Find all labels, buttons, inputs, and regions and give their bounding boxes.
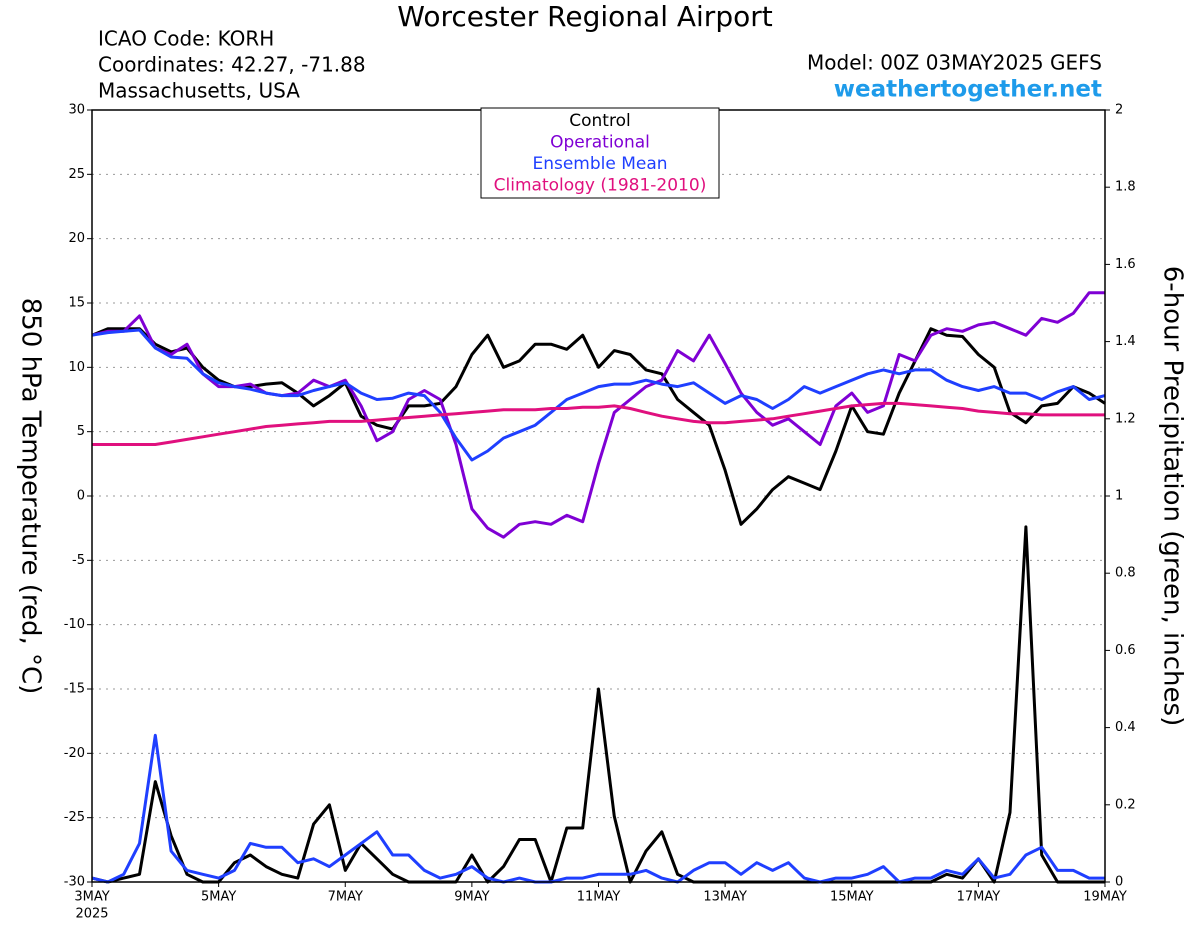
y-tick-label: 5 xyxy=(77,424,85,439)
station-info: Coordinates: 42.27, -71.88 xyxy=(98,53,366,77)
x-tick-label: 3MAY xyxy=(74,890,109,905)
y2-tick-label: 1.4 xyxy=(1115,334,1136,349)
series-line xyxy=(92,401,1105,446)
y-tick-label: 10 xyxy=(68,360,85,375)
station-info: Massachusetts, USA xyxy=(98,79,300,103)
legend-entry: Climatology (1981-2010) xyxy=(494,176,707,196)
y2-tick-label: 0.2 xyxy=(1115,797,1136,812)
y-tick-label: -30 xyxy=(64,875,85,890)
plot-area xyxy=(87,109,1110,887)
x-tick-label: 13MAY xyxy=(703,890,747,905)
y-tick-label: -25 xyxy=(64,810,85,825)
chart-title: Worcester Regional Airport xyxy=(397,0,772,33)
y2-axis-label: 6-hour Precipitation (green, inches) xyxy=(1158,266,1188,726)
series-line xyxy=(91,733,1105,884)
y2-tick-label: 1 xyxy=(1115,489,1123,504)
y2-tick-label: 0.6 xyxy=(1115,643,1136,658)
series-line xyxy=(91,525,1105,884)
y2-tick-label: 0 xyxy=(1115,875,1123,890)
y-tick-label: -20 xyxy=(64,746,85,761)
series-line xyxy=(91,291,1105,539)
y2-tick-label: 0.8 xyxy=(1115,566,1136,581)
y-tick-label: 30 xyxy=(68,103,85,118)
y2-tick-label: 0.4 xyxy=(1115,720,1136,735)
y2-tick-label: 2 xyxy=(1115,103,1123,118)
station-info: ICAO Code: KORH xyxy=(98,27,274,51)
x-tick-label: 17MAY xyxy=(957,890,1001,905)
y-axis-label: 850 hPa Temperature (red, °C) xyxy=(16,298,46,695)
legend-box xyxy=(480,107,720,199)
y-tick-label: 15 xyxy=(68,296,85,311)
y2-tick-label: 1.2 xyxy=(1115,411,1136,426)
legend-entry: Ensemble Mean xyxy=(532,154,667,174)
y-tick-label: -15 xyxy=(64,682,85,697)
y2-tick-label: 1.8 xyxy=(1115,180,1136,195)
series-line xyxy=(91,328,1106,462)
source: weathertogether.net xyxy=(834,77,1102,103)
x-tick-label: 11MAY xyxy=(577,890,621,905)
y-tick-label: 25 xyxy=(68,167,85,182)
legend-entry: Control xyxy=(569,111,630,131)
y-tick-label: 20 xyxy=(68,231,85,246)
y2-tick-label: 1.6 xyxy=(1115,257,1136,272)
y-tick-label: 0 xyxy=(77,489,85,504)
series-line xyxy=(91,327,1106,526)
model-info: Model: 00Z 03MAY2025 GEFS xyxy=(807,51,1102,75)
y-tick-label: -10 xyxy=(64,617,85,632)
legend-entry: Operational xyxy=(550,133,650,153)
x-tick-label: 19MAY xyxy=(1083,890,1127,905)
x-tick-label: 5MAY xyxy=(201,890,236,905)
x-tick-label: 7MAY xyxy=(328,890,363,905)
x-tick-label: 9MAY xyxy=(454,890,489,905)
x-year-label: 2025 xyxy=(75,907,108,922)
y-tick-label: -5 xyxy=(72,553,85,568)
x-tick-label: 15MAY xyxy=(830,890,874,905)
